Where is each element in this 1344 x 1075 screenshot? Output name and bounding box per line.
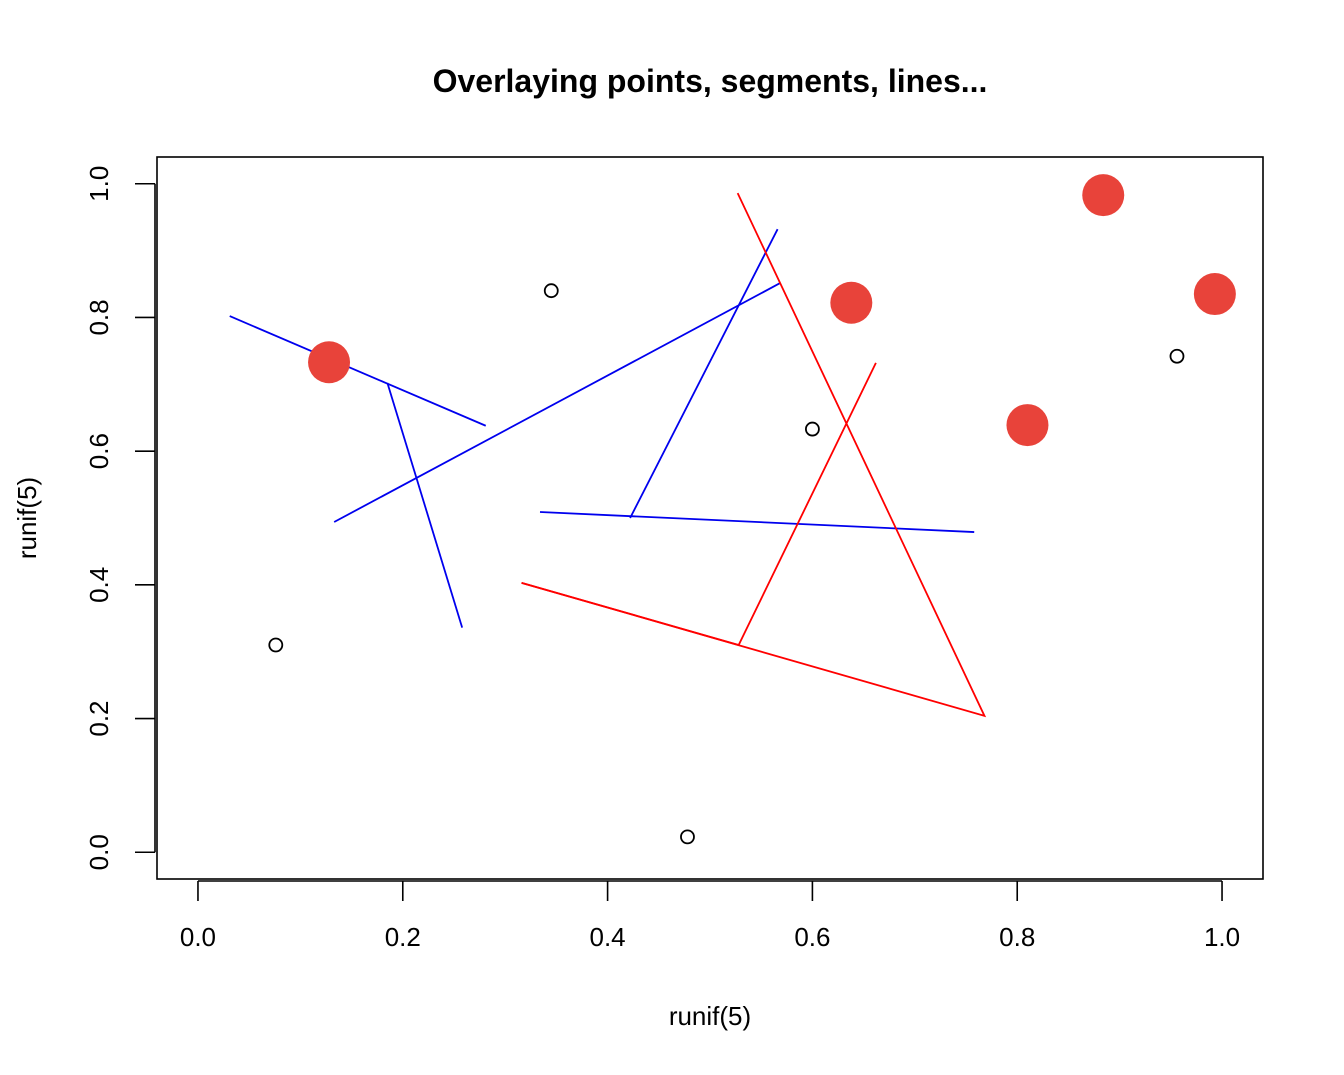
chart-title: Overlaying points, segments, lines... <box>433 63 988 99</box>
blue-segment <box>229 315 487 427</box>
plot-frame <box>156 156 1264 880</box>
blue-segment <box>386 382 464 628</box>
y-tick-label: 0.2 <box>84 700 114 736</box>
x-axis-label: runif(5) <box>669 1001 751 1031</box>
x-tick-label: 0.2 <box>385 922 421 952</box>
plot-marks <box>229 174 1236 845</box>
y-axis: 0.0 0.2 0.4 0.6 0.8 1.0 <box>84 166 156 870</box>
y-tick-label: 1.0 <box>84 166 114 202</box>
open-point <box>805 421 820 437</box>
open-point <box>543 283 559 299</box>
filled-point <box>1082 174 1125 217</box>
filled-point <box>1193 273 1236 316</box>
y-tick-label: 0.8 <box>84 299 114 335</box>
filled-point <box>830 281 873 324</box>
red-line <box>521 192 987 718</box>
x-axis: 0.0 0.2 0.4 0.6 0.8 1.0 <box>180 880 1240 952</box>
y-tick-label: 0.6 <box>84 433 114 469</box>
y-tick-label: 0.4 <box>84 567 114 603</box>
x-tick-label: 1.0 <box>1204 922 1240 952</box>
blue-segment <box>629 228 779 519</box>
red-line <box>521 362 877 647</box>
blue-segment <box>333 282 781 523</box>
open-point <box>268 637 284 653</box>
filled-point <box>1006 404 1049 447</box>
open-point <box>1169 348 1185 364</box>
open-point <box>680 829 695 845</box>
x-tick-label: 0.0 <box>180 922 216 952</box>
y-axis-label: runif(5) <box>12 477 42 559</box>
x-tick-label: 0.8 <box>999 922 1035 952</box>
blue-segment <box>539 511 975 533</box>
y-tick-label: 0.0 <box>84 834 114 870</box>
x-tick-label: 0.6 <box>794 922 830 952</box>
x-tick-label: 0.4 <box>590 922 626 952</box>
filled-point <box>308 341 351 384</box>
